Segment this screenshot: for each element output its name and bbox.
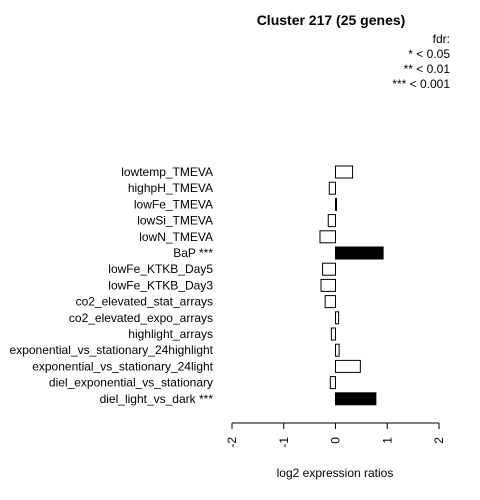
category-label: co2_elevated_stat_arrays <box>76 295 213 309</box>
category-label: lowN_TMEVA <box>139 230 213 244</box>
legend-item: ** < 0.01 <box>403 62 450 76</box>
legend-title: fdr: <box>432 32 450 46</box>
category-label: lowtemp_TMEVA <box>121 165 213 179</box>
x-tick-label: 2 <box>432 437 446 444</box>
bar <box>322 262 336 276</box>
bar <box>324 295 336 309</box>
category-label: lowFe_KTKB_Day5 <box>108 262 213 276</box>
category-label: highlight_arrays <box>128 327 213 341</box>
chart-title: Cluster 217 (25 genes) <box>256 12 406 28</box>
bar <box>335 246 384 260</box>
category-label: lowFe_TMEVA <box>134 197 213 211</box>
category-label: lowSi_TMEVA <box>137 214 213 228</box>
category-label: diel_light_vs_dark *** <box>100 392 214 406</box>
x-tick-label: -1 <box>277 437 291 448</box>
bar <box>320 278 337 292</box>
bar <box>327 214 337 228</box>
bar <box>335 311 340 325</box>
x-tick-label: 1 <box>380 437 394 444</box>
bar <box>335 359 361 373</box>
category-label: highpH_TMEVA <box>128 181 213 195</box>
bar <box>329 376 337 390</box>
bar <box>328 181 337 195</box>
category-label: co2_elevated_expo_arrays <box>69 311 213 325</box>
x-axis-label: log2 expression ratios <box>277 466 394 480</box>
category-label: exponential_vs_stationary_24light <box>32 359 213 373</box>
x-tick-label: -2 <box>225 437 239 448</box>
x-tick-label: 0 <box>329 437 343 444</box>
legend-item: *** < 0.001 <box>392 77 450 91</box>
category-label: BaP *** <box>173 246 213 260</box>
bar <box>335 343 340 357</box>
category-label: lowFe_KTKB_Day3 <box>108 278 213 292</box>
category-label: exponential_vs_stationary_24highlight <box>10 343 214 357</box>
bar <box>335 197 337 211</box>
legend-item: * < 0.05 <box>408 47 450 61</box>
fdr-legend: fdr: * < 0.05 ** < 0.01 *** < 0.001 <box>392 32 450 92</box>
bar <box>330 327 336 341</box>
category-label: diel_exponential_vs_stationary <box>49 376 213 390</box>
bar <box>335 392 377 406</box>
bar <box>335 165 354 179</box>
bar <box>319 230 337 244</box>
